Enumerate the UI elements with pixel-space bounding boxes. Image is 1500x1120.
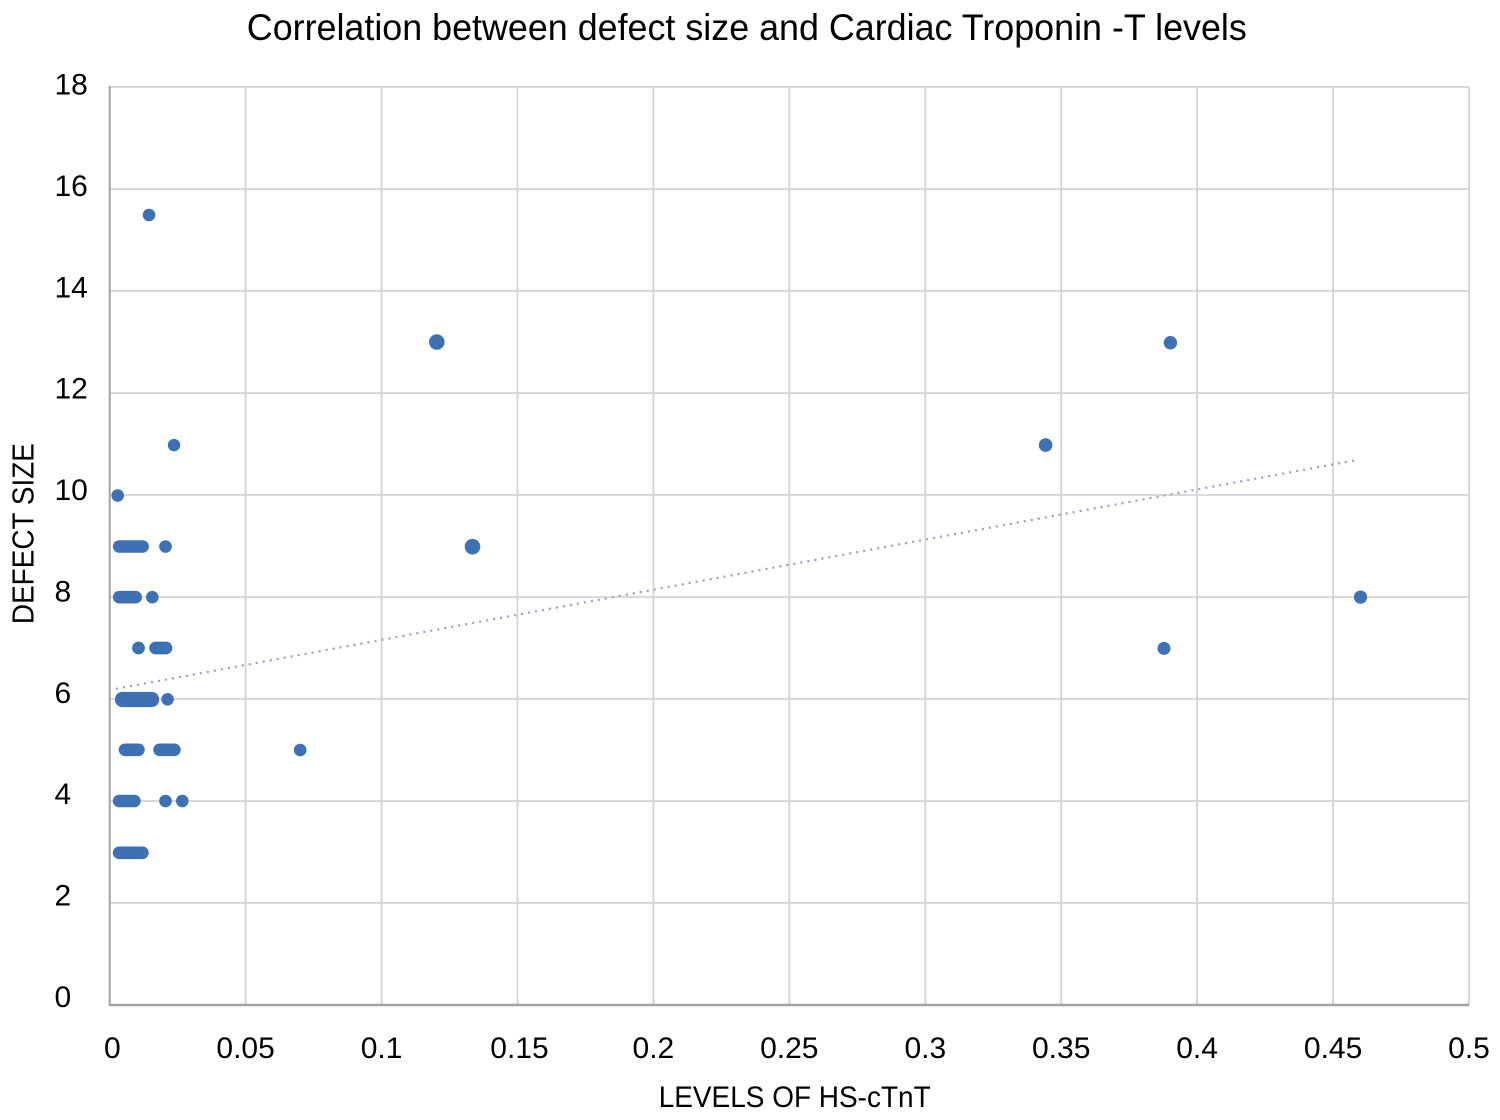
svg-text:0: 0 (55, 981, 72, 1014)
svg-text:0.05: 0.05 (216, 1032, 274, 1065)
svg-text:0.35: 0.35 (1032, 1032, 1090, 1065)
svg-text:0.2: 0.2 (633, 1032, 675, 1065)
svg-text:0.1: 0.1 (361, 1032, 403, 1065)
svg-text:2: 2 (55, 880, 72, 913)
svg-text:0.45: 0.45 (1304, 1032, 1362, 1065)
svg-text:18: 18 (55, 69, 88, 102)
svg-text:8: 8 (55, 576, 72, 609)
svg-text:DEFECT SIZE: DEFECT SIZE (6, 443, 40, 624)
svg-text:0.3: 0.3 (904, 1032, 946, 1065)
svg-text:0.15: 0.15 (490, 1032, 548, 1065)
svg-text:12: 12 (55, 373, 88, 406)
svg-text:Correlation between defect siz: Correlation between defect size and Card… (247, 6, 1247, 48)
svg-text:14: 14 (55, 271, 88, 304)
svg-text:10: 10 (55, 474, 88, 507)
svg-text:0.25: 0.25 (760, 1032, 818, 1065)
svg-text:0: 0 (104, 1032, 121, 1065)
svg-text:LEVELS OF HS-cTnT: LEVELS OF HS-cTnT (659, 1081, 931, 1114)
svg-text:0.4: 0.4 (1176, 1032, 1218, 1065)
svg-text:6: 6 (55, 677, 72, 710)
svg-text:4: 4 (55, 778, 72, 811)
svg-text:16: 16 (55, 170, 88, 203)
svg-text:0.5: 0.5 (1448, 1032, 1490, 1065)
